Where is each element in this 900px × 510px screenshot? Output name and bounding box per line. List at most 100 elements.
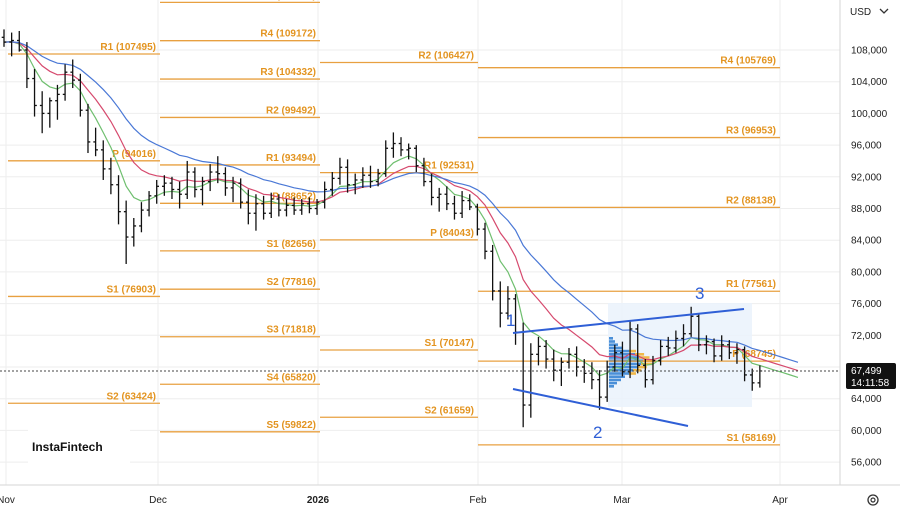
pivot-label: S2 (63424) (107, 391, 156, 402)
candle (307, 197, 312, 214)
candle (597, 370, 602, 410)
candle (192, 167, 198, 198)
currency-label: USD (850, 7, 871, 18)
candle (162, 175, 167, 196)
candle (146, 191, 152, 217)
y-tick-label: 56,000 (851, 458, 882, 469)
volume-profile-bar (609, 340, 615, 343)
candle (643, 359, 648, 388)
candle (406, 143, 411, 160)
candle (704, 335, 709, 355)
pivot-label: R1 (77561) (726, 279, 776, 290)
y-tick-label: 84,000 (851, 236, 882, 247)
volume-profile-bar (609, 381, 617, 385)
candle (78, 73, 83, 117)
candle (352, 173, 358, 195)
ma-medium-line (3, 41, 799, 372)
candle (574, 346, 579, 377)
y-tick-label: 80,000 (851, 267, 882, 278)
volume-profile-bar (609, 385, 614, 388)
candle (207, 164, 213, 192)
currency-selector[interactable]: USD (844, 2, 894, 20)
chevron-down-icon (879, 8, 889, 14)
volume-profile-bar (609, 378, 621, 382)
candle (391, 132, 396, 158)
pivot-label: R4 (105769) (720, 56, 776, 67)
candle (490, 244, 495, 301)
candle (253, 194, 259, 231)
candle (131, 218, 137, 247)
candle (93, 127, 98, 157)
pivot-label: R2 (106427) (418, 50, 474, 61)
instafintech-logo: InstaFintech (32, 440, 103, 454)
candle (276, 194, 282, 217)
candle (482, 222, 488, 260)
x-tick-label: Feb (469, 495, 487, 506)
candle (16, 30, 22, 52)
pivot-label: P (68745) (732, 349, 776, 360)
candle (100, 140, 106, 180)
pivot-label: R3 (96953) (726, 126, 776, 137)
y-tick-label: 76,000 (851, 299, 882, 310)
price-axis-background (840, 0, 900, 485)
candle (32, 69, 37, 117)
candle (696, 313, 702, 352)
wave-label-2: 2 (593, 423, 602, 442)
candle (184, 160, 190, 199)
candle (85, 103, 91, 154)
candle (627, 321, 633, 379)
volume-profile-bar (609, 369, 633, 372)
settings-gear-icon[interactable] (867, 494, 879, 506)
pivot-label: S2 (77816) (267, 277, 316, 288)
candle (368, 165, 373, 188)
volume-profile-bar-hl (635, 353, 645, 356)
y-tick-label: 108,000 (851, 46, 888, 57)
candle (612, 344, 618, 372)
candle (673, 330, 679, 353)
pivot-label: S1 (76903) (107, 284, 156, 295)
pivot-label: S1 (82656) (267, 239, 316, 250)
pivot-label: R2 (99492) (266, 105, 316, 116)
volume-profile-bar-hl (629, 349, 636, 353)
y-tick-label: 100,000 (851, 109, 888, 120)
candle (436, 187, 442, 212)
watermark-background (28, 426, 130, 466)
pivot-label: S1 (58169) (727, 433, 776, 444)
candle (398, 137, 404, 157)
pivot-label: S2 (61659) (425, 405, 474, 416)
candle (291, 197, 297, 215)
x-tick-label: Dec (149, 495, 167, 506)
candle (719, 335, 724, 361)
candle (47, 97, 53, 128)
candle (711, 338, 717, 363)
pivot-label: S4 (65820) (267, 372, 316, 383)
candle (734, 343, 740, 364)
pivot-label: R4 (109172) (260, 29, 316, 40)
y-tick-label: 92,000 (851, 172, 882, 183)
candle (230, 176, 236, 203)
candle (375, 168, 381, 187)
pivot-label: P (88652) (272, 191, 316, 202)
volume-profile-bar (609, 349, 629, 353)
pivot-label: S1 (70147) (425, 338, 474, 349)
candle (70, 59, 76, 89)
candle (444, 186, 450, 211)
date-axis-background (0, 485, 900, 510)
x-tick-label: Apr (772, 495, 788, 506)
x-tick-label: Mar (613, 495, 631, 506)
candle (620, 341, 625, 377)
candle (742, 346, 747, 382)
x-tick-label: 2026 (307, 495, 330, 506)
candle (62, 64, 68, 101)
volume-profile-bar (609, 343, 618, 346)
date-axis[interactable]: Nov Dec 2026 Feb Mar Apr (0, 495, 788, 506)
pivot-label: P (94016) (112, 149, 156, 160)
candle (116, 175, 121, 225)
y-tick-label: 64,000 (851, 394, 882, 405)
pivot-label: R3 (104332) (260, 67, 316, 78)
candle (551, 349, 557, 382)
candle (727, 340, 732, 360)
candle (528, 343, 534, 418)
